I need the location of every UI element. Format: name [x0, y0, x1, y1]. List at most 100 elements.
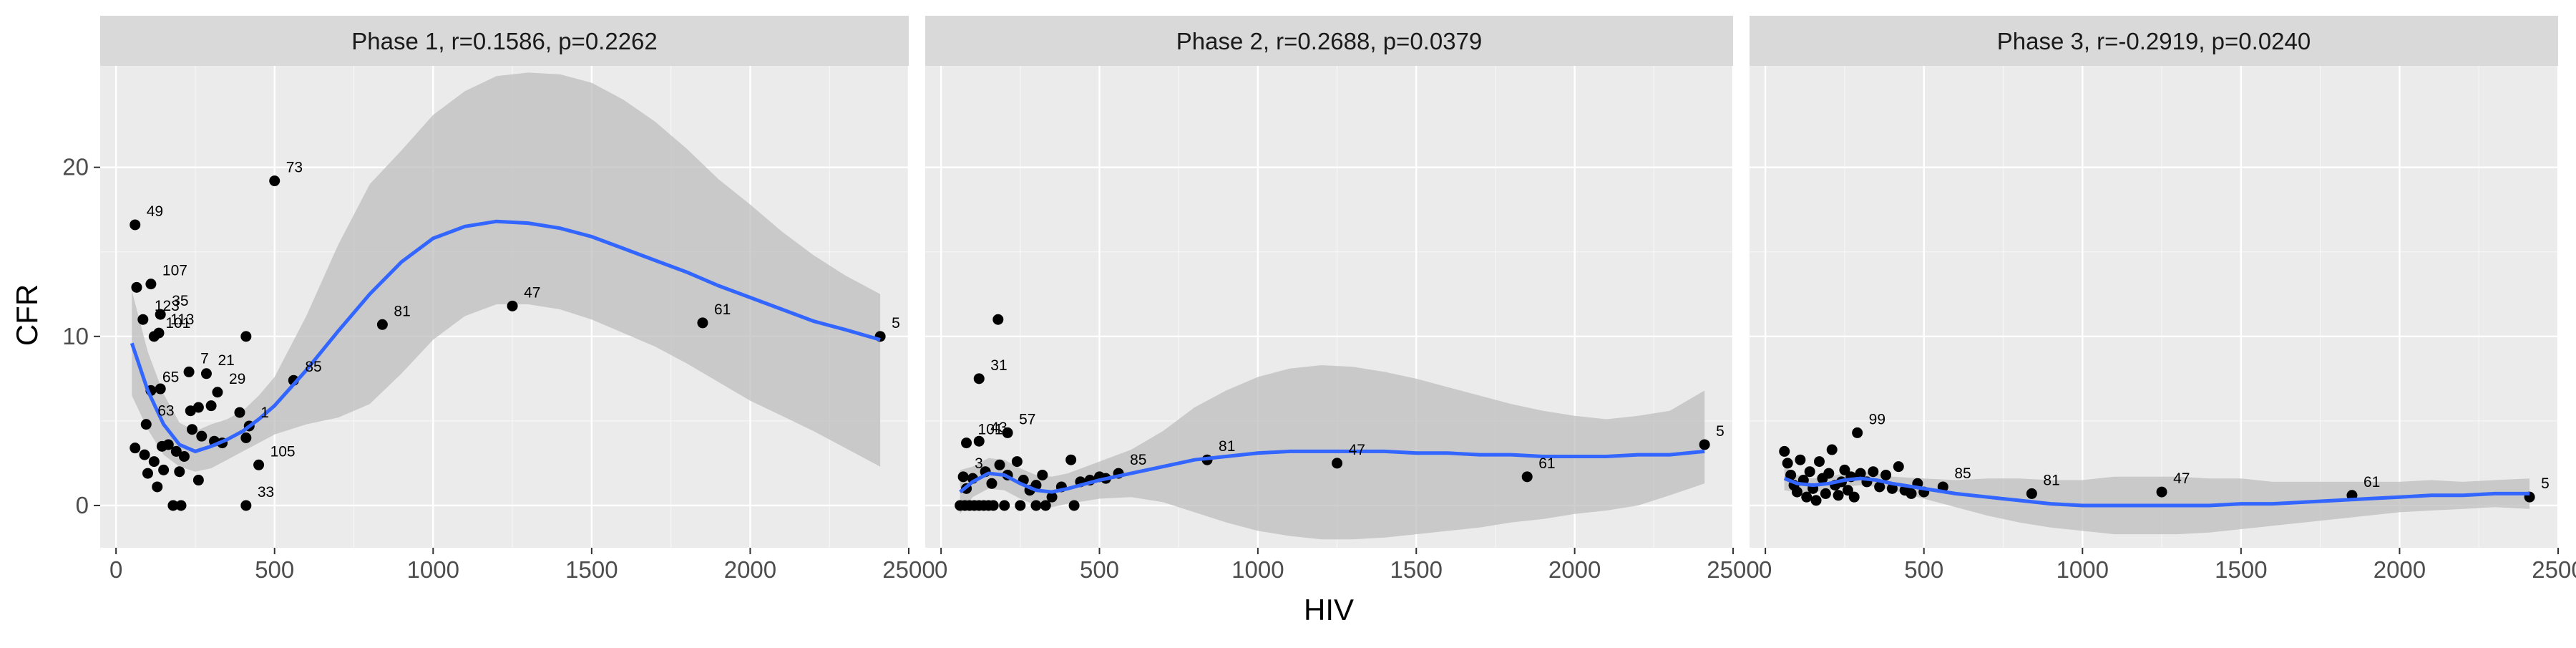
data-point	[973, 373, 985, 385]
point-label: 105	[270, 443, 296, 460]
y-tick-label: 10	[62, 323, 89, 349]
data-point	[1015, 500, 1026, 511]
point-label: 33	[258, 484, 274, 500]
point-label: 5	[2541, 475, 2550, 492]
data-point	[1046, 491, 1058, 503]
data-point	[1820, 488, 1831, 499]
strip-background	[1750, 16, 2558, 66]
smooth-line	[1783, 476, 2530, 508]
point-label: 47	[1349, 442, 1365, 458]
x-tick-label: 0	[1759, 556, 1772, 583]
data-point	[1813, 456, 1825, 468]
strip-label: Phase 1, r=0.1586, p=0.2262	[351, 28, 658, 54]
point-label: 5	[892, 315, 900, 332]
data-point	[1801, 491, 1813, 503]
x-tick-label: 1500	[565, 556, 618, 583]
point-label: 63	[157, 403, 174, 420]
smooth-line	[959, 449, 1705, 494]
data-point	[187, 424, 198, 435]
data-point	[1906, 488, 1917, 499]
x-tick-label: 500	[1904, 556, 1943, 583]
data-point	[992, 314, 1004, 325]
point-label: 7	[200, 350, 209, 367]
x-tick-label: 500	[255, 556, 294, 583]
x-tick-label: 2500	[1707, 556, 1759, 583]
point-label: 47	[2173, 470, 2190, 487]
point-label: 1	[260, 405, 269, 421]
x-tick-label: 2000	[1548, 556, 1601, 583]
data-point	[697, 317, 708, 329]
data-point	[999, 500, 1010, 511]
data-point	[1791, 486, 1802, 498]
strip-label: Phase 2, r=0.2688, p=0.0379	[1176, 28, 1483, 54]
data-point	[1030, 500, 1042, 511]
point-label: 73	[286, 160, 303, 176]
data-point	[155, 309, 166, 320]
data-point	[957, 471, 969, 483]
data-point	[1068, 500, 1080, 511]
x-tick-label: 2500	[2532, 556, 2576, 583]
data-point	[139, 449, 150, 460]
data-point	[142, 468, 153, 479]
data-point	[1521, 471, 1533, 483]
data-point	[376, 319, 388, 330]
data-point	[158, 464, 170, 475]
data-point	[1833, 490, 1844, 501]
data-point	[148, 456, 160, 468]
data-point	[1823, 468, 1835, 479]
point-label: 47	[524, 284, 540, 301]
point-label: 3	[975, 455, 983, 472]
point-label: 5	[1716, 423, 1724, 440]
x-tick-label: 2000	[2373, 556, 2426, 583]
data-point	[269, 175, 280, 187]
data-point	[2156, 486, 2167, 498]
data-point	[212, 387, 223, 398]
point-label: 107	[162, 263, 187, 279]
data-point	[1810, 495, 1822, 506]
y-tick-label: 0	[76, 492, 89, 518]
data-point	[152, 481, 163, 493]
point-label: 81	[394, 303, 410, 319]
y-axis-title: CFR	[10, 284, 44, 346]
data-point	[174, 466, 185, 478]
data-point	[196, 430, 208, 442]
point-label: 113	[170, 311, 194, 328]
data-point	[1065, 454, 1077, 465]
data-point	[507, 300, 518, 311]
point-label: 31	[990, 357, 1007, 374]
data-point	[162, 439, 174, 450]
point-label: 101	[165, 315, 190, 332]
data-point	[1699, 439, 1710, 450]
data-point	[1826, 444, 1838, 455]
point-label: 85	[1954, 465, 1971, 482]
data-point	[155, 383, 166, 395]
data-point	[200, 368, 212, 379]
point-label: 65	[162, 369, 179, 385]
data-point	[1040, 500, 1051, 511]
data-point	[2026, 488, 2037, 499]
point-label: 99	[1869, 411, 1885, 427]
data-point	[167, 500, 179, 511]
data-point	[175, 500, 187, 511]
x-tick-label: 2500	[882, 556, 935, 583]
x-axis-title: HIV	[1304, 593, 1354, 627]
data-point	[178, 450, 190, 462]
point-label: 49	[147, 203, 163, 220]
data-point	[1855, 468, 1866, 479]
panel-background	[1750, 66, 2558, 548]
data-point	[240, 331, 252, 342]
data-point	[1893, 461, 1904, 473]
data-point	[192, 475, 204, 486]
data-point	[994, 459, 1005, 470]
x-tick-label: 1000	[1231, 556, 1284, 583]
data-point	[1874, 481, 1885, 493]
data-point	[192, 402, 204, 413]
strip-label: Phase 3, r=-0.2919, p=0.0240	[1997, 28, 2311, 54]
panels-layer: Phase 1, r=0.1586, p=0.22624973107123351…	[62, 16, 2576, 583]
x-tick-label: 1000	[407, 556, 459, 583]
x-tick-label: 2000	[724, 556, 776, 583]
data-point	[130, 219, 141, 231]
point-label: 57	[1019, 411, 1035, 427]
